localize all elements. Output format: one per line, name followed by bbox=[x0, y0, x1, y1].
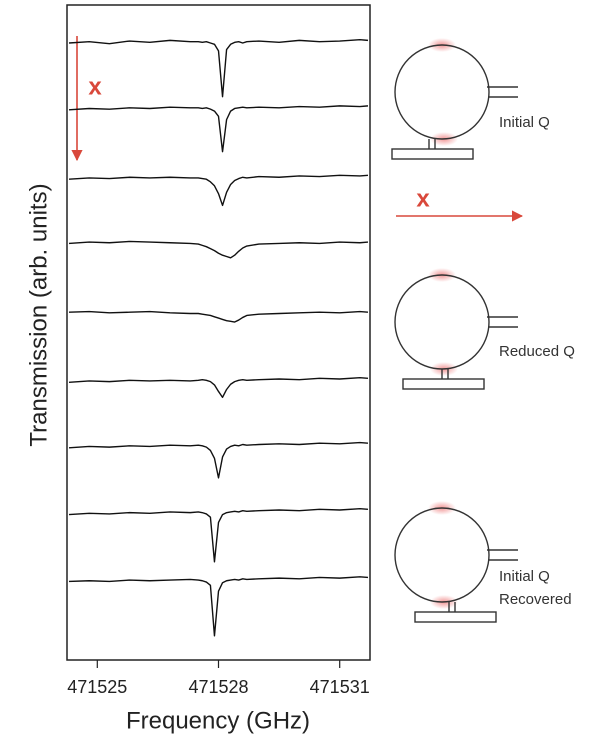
tip-stem bbox=[448, 602, 456, 612]
trace bbox=[68, 174, 369, 207]
x-tick-label: 471528 bbox=[188, 677, 248, 697]
plot-frame bbox=[66, 4, 371, 661]
tip-base bbox=[391, 148, 474, 160]
x-axis-label: Frequency (GHz) bbox=[126, 707, 310, 734]
trace bbox=[68, 507, 369, 563]
tip-stem bbox=[428, 139, 436, 149]
schematics: Initial Q Reduced Q Initial Q Recovered bbox=[391, 38, 575, 623]
x-tick-label: 471525 bbox=[67, 677, 127, 697]
ring-resonator bbox=[394, 44, 490, 140]
trace bbox=[68, 240, 369, 259]
trace bbox=[68, 39, 369, 98]
schematic-label: Recovered bbox=[499, 591, 572, 608]
schematic-label: Reduced Q bbox=[499, 343, 575, 360]
y-axis-label: Transmission (arb. units) bbox=[25, 183, 52, 446]
trace bbox=[68, 105, 369, 153]
tip-base bbox=[414, 611, 497, 623]
schematic-label: Initial Q bbox=[499, 568, 550, 585]
trace bbox=[68, 377, 369, 399]
tip-stem bbox=[441, 369, 449, 379]
trace bbox=[68, 310, 369, 323]
ring-resonator bbox=[394, 274, 490, 370]
annotation: x bbox=[88, 73, 102, 100]
trace bbox=[68, 441, 369, 479]
ring-resonator bbox=[394, 507, 490, 603]
tip-base bbox=[402, 378, 485, 390]
x-tick-label: 471531 bbox=[310, 677, 370, 697]
schematic-label: Initial Q bbox=[499, 114, 550, 131]
annotation: x bbox=[416, 185, 430, 212]
trace bbox=[68, 576, 369, 637]
